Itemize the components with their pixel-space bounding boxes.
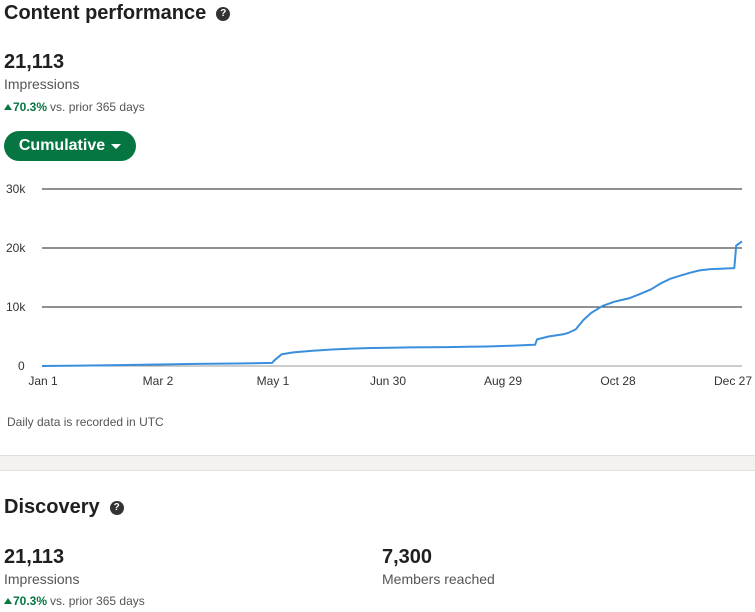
delta-percent: 70.3% (4, 594, 47, 608)
section-divider (0, 455, 755, 471)
content-performance-title-text: Content performance (4, 2, 207, 24)
utc-note: Daily data is recorded in UTC (7, 415, 164, 429)
members-reached-label: Members reached (382, 571, 495, 587)
x-tick-label: Dec 27 (714, 374, 752, 388)
impressions-label: Impressions (4, 76, 80, 92)
cumulative-label: Cumulative (18, 137, 106, 154)
discovery-title-text: Discovery (4, 496, 100, 518)
delta-text: vs. prior 365 days (50, 100, 145, 114)
y-tick-label: 0 (18, 359, 25, 373)
discovery-title: Discovery ? (4, 496, 124, 519)
up-arrow-icon (4, 104, 12, 110)
x-tick-label: Aug 29 (484, 374, 522, 388)
x-tick-label: Jun 30 (370, 374, 406, 388)
x-tick-label: Oct 28 (600, 374, 636, 388)
help-icon[interactable]: ? (109, 500, 124, 515)
y-tick-label: 20k (6, 241, 26, 255)
delta-text: vs. prior 365 days (50, 594, 145, 608)
content-performance-title: Content performance ? (4, 2, 231, 25)
discovery-impressions-label: Impressions (4, 571, 80, 587)
delta-percent-text: 70.3% (13, 100, 48, 114)
impressions-series-line (41, 240, 743, 367)
y-tick-label: 30k (6, 182, 26, 196)
delta-percent: 70.3% (4, 100, 47, 114)
x-tick-label: Jan 1 (28, 374, 58, 388)
delta-percent-text: 70.3% (13, 594, 48, 608)
caret-down-icon (111, 143, 122, 149)
discovery-impressions-value: 21,113 (4, 546, 65, 568)
members-reached-value: 7,300 (382, 546, 433, 568)
cumulative-dropdown-button[interactable]: Cumulative (4, 131, 136, 161)
impressions-value: 21,113 (4, 51, 65, 73)
discovery-impressions-delta: 70.3% vs. prior 365 days (4, 594, 145, 608)
x-tick-label: May 1 (257, 374, 290, 388)
impressions-delta: 70.3% vs. prior 365 days (4, 100, 145, 114)
up-arrow-icon (4, 598, 12, 604)
x-tick-label: Mar 2 (143, 374, 174, 388)
impressions-line-chart: 0 10k 20k 30k Jan 1 Mar 2 May 1 Jun 30 Aug 29 Oct… (6, 182, 752, 388)
y-tick-label: 10k (6, 300, 26, 314)
help-icon[interactable]: ? (216, 6, 231, 21)
